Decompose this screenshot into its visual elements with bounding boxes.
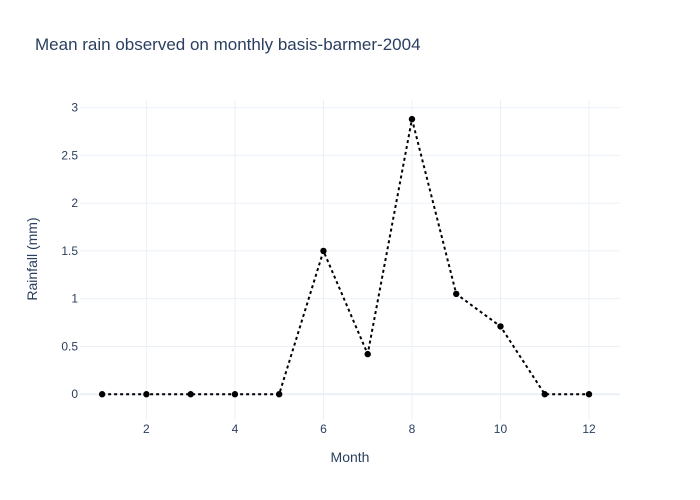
x-tick-label: 10	[494, 422, 508, 436]
y-tick-label: 1	[71, 292, 78, 306]
data-point	[541, 391, 548, 398]
data-point	[275, 391, 283, 398]
data-point	[143, 391, 150, 398]
axis-layer: 2 4 6 8 10 12 0 0.5 1 1.5 2 2.5 3	[61, 101, 596, 436]
x-tick-label: 4	[232, 422, 239, 436]
x-tick-label: 2	[143, 422, 150, 436]
x-axis-title: Month	[331, 449, 370, 465]
data-point	[320, 247, 327, 255]
data-point	[364, 350, 371, 358]
x-tick-label: 8	[409, 422, 416, 436]
y-tick-label: 0	[71, 387, 78, 401]
y-tick-label: 3	[71, 101, 78, 115]
data-point	[98, 391, 106, 398]
data-point	[585, 391, 593, 398]
series-line	[102, 118, 590, 396]
y-tick-label: 0.5	[61, 339, 78, 353]
series-layer	[98, 115, 593, 398]
data-point	[453, 290, 460, 298]
y-tick-label: 2	[71, 196, 78, 210]
data-point	[408, 115, 416, 123]
data-point	[497, 323, 504, 330]
x-tick-label: 12	[582, 422, 596, 436]
y-tick-label: 1.5	[61, 244, 78, 258]
x-tick-label: 6	[320, 422, 327, 436]
y-tick-label: 2.5	[61, 148, 78, 162]
data-point	[231, 391, 239, 398]
data-point	[187, 391, 194, 398]
chart-title: Mean rain observed on monthly basis-barm…	[35, 35, 421, 54]
y-axis-title: Rainfall (mm)	[24, 217, 40, 300]
grid-layer	[80, 100, 620, 420]
